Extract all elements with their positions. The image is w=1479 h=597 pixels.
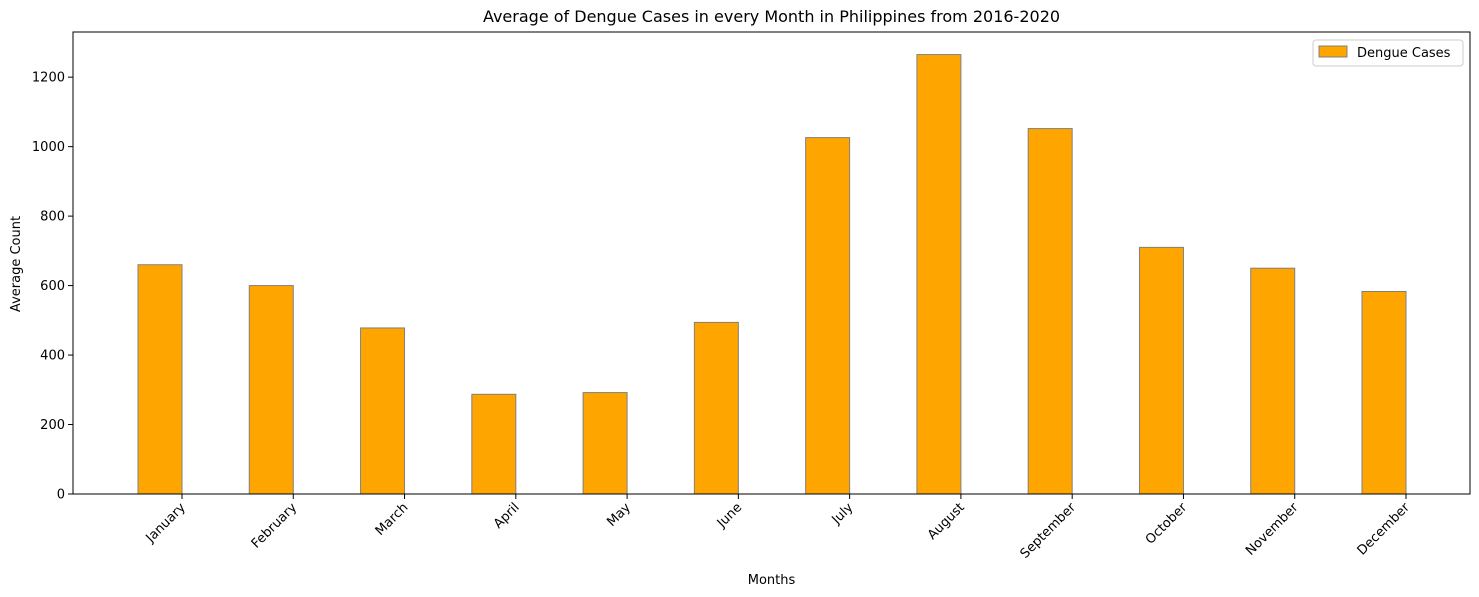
bar-may [582,392,628,495]
x-tick-label: September [1018,500,1080,562]
legend-box [1312,39,1464,67]
y-tick-label: 0 [57,488,65,503]
x-tick-label: November [1243,500,1302,559]
legend: Dengue Cases [1312,39,1464,67]
x-tick-label: January [143,500,189,546]
x-tick-label: December [1355,500,1414,559]
y-axis-label: Average Count [9,216,24,312]
y-tick-label: 1200 [32,71,65,86]
y-tick-label: 400 [40,349,65,364]
bar-september [1027,128,1073,495]
y-tick-label: 800 [40,210,65,225]
legend-swatch [1318,45,1348,58]
x-axis: January February March April May June July Augu… [143,494,1414,562]
x-tick-label: July [829,500,857,528]
bar-march [360,327,406,495]
y-axis: 0 200 400 600 800 1000 1200 [32,71,73,503]
y-tick-label: 600 [40,279,65,294]
x-axis-label: Months [748,573,796,588]
bar-october [1138,246,1184,495]
x-tick-label: April [491,500,523,532]
plot-frame [72,31,1471,495]
x-tick-label: March [373,500,412,539]
bar-february [248,285,294,495]
bar-august [916,54,962,495]
bars [137,54,1407,495]
bar-june [693,321,739,495]
bar-july [805,137,851,495]
x-tick-label: June [714,500,745,531]
x-tick-label: February [249,500,301,552]
y-tick-label: 200 [40,418,65,433]
x-tick-label: October [1143,500,1191,548]
x-tick-label: August [925,500,968,543]
chart-title: Average of Dengue Cases in every Month i… [483,7,1060,26]
bar-january [137,264,183,495]
y-tick-label: 1000 [32,140,65,155]
x-tick-label: May [604,500,634,530]
bar-november [1250,267,1296,495]
bar-april [471,393,517,495]
legend-label: Dengue Cases [1357,46,1451,61]
bar-december [1361,290,1407,495]
